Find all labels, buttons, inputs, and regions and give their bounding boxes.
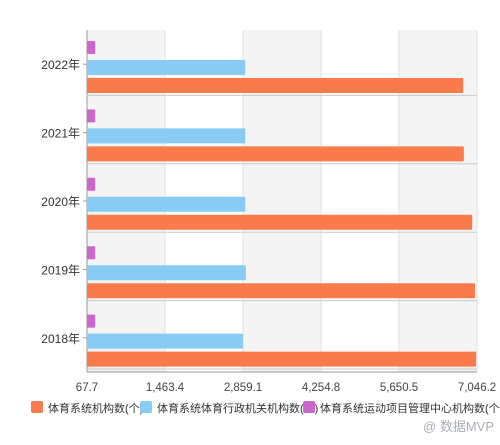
legend-swatch [303,401,315,413]
bar-project-center [87,41,96,54]
x-tick-label: 67.7 [76,382,98,394]
bar-admin-agency [87,128,246,144]
bar-marks [87,41,477,367]
legend: 体育系统机构数(个) 体育系统体育行政机关机构数(个) 体育系统运动项目管理中心机构… [31,401,500,415]
y-category-label: 2018年 [41,332,80,346]
bar-admin-agency [87,60,246,75]
bar-admin-agency [87,333,244,349]
y-category-label: 2021年 [41,127,80,141]
x-tick-label: 4,254.8 [302,382,340,394]
bar-project-center [87,109,96,123]
y-axis-category-labels: 2022年 2021年 2020年 2019年 2018年 [41,58,87,346]
bar-project-center [87,314,96,328]
bar-total-institutions [87,214,473,230]
x-tick-label: 1,463.4 [146,382,185,394]
bar-admin-agency [87,196,246,212]
category-backgrounds [87,94,477,370]
legend-label: 体育系统体育行政机关机构数(个) [157,401,318,415]
x-tick-label: 5,650.5 [380,382,418,394]
bar-project-center [87,246,96,260]
x-tick-label: 2,859.1 [224,382,262,394]
bar-total-institutions [87,283,475,299]
legend-label: 体育系统机构数(个) [48,401,143,415]
x-axis-tick-labels: 67.7 1,463.4 2,859.1 4,254.8 5,650.5 7,046.2 [76,382,496,394]
bar-project-center [87,177,96,191]
legend-label: 体育系统运动项目管理中心机构数(个) [320,401,500,415]
bar-admin-agency [87,265,246,281]
watermark: @ 数据MVP [423,419,494,434]
x-tick-label: 7,046.2 [458,382,496,394]
bar-total-institutions [87,146,464,162]
bar-total-institutions [87,78,464,93]
legend-swatch [31,401,43,413]
y-category-label: 2022年 [41,58,80,72]
bar-total-institutions [87,351,477,367]
y-category-label: 2019年 [41,263,80,277]
y-category-label: 2020年 [41,195,80,209]
legend-swatch [140,401,152,413]
